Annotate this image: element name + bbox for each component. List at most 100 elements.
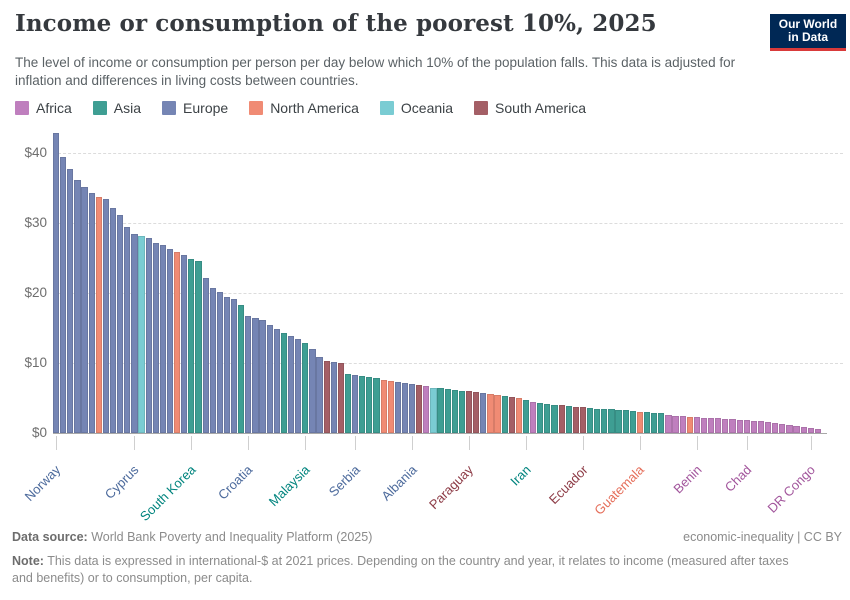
bar-asia-26[interactable] bbox=[238, 304, 245, 433]
bar-europe-48[interactable] bbox=[394, 382, 401, 433]
bar-europe-28[interactable] bbox=[252, 318, 259, 433]
bar-north-america-46[interactable] bbox=[380, 380, 387, 433]
bar-oceania-53[interactable] bbox=[430, 387, 437, 433]
bar-north-america-17[interactable] bbox=[174, 251, 181, 433]
bar-africa-88[interactable] bbox=[679, 415, 686, 433]
bar-europe-31[interactable] bbox=[273, 329, 280, 433]
bar-africa-107[interactable] bbox=[814, 428, 822, 433]
bar-asia-57[interactable] bbox=[458, 390, 466, 433]
bar-asia-69[interactable] bbox=[544, 403, 551, 433]
bar-asia-78[interactable] bbox=[608, 409, 615, 433]
bar-europe-16[interactable] bbox=[166, 248, 174, 433]
x-label-malaysia[interactable]: Malaysia bbox=[265, 462, 313, 510]
bar-africa-92[interactable] bbox=[708, 417, 715, 433]
bar-north-america-82[interactable] bbox=[636, 411, 644, 433]
legend-item-asia[interactable]: Asia bbox=[92, 100, 141, 116]
bar-africa-98[interactable] bbox=[750, 420, 757, 433]
bar-europe-34[interactable] bbox=[295, 339, 302, 433]
bar-europe-10[interactable] bbox=[124, 226, 131, 433]
x-label-croatia[interactable]: Croatia bbox=[215, 462, 256, 503]
bar-south-america-38[interactable] bbox=[323, 360, 330, 433]
bar-africa-100[interactable] bbox=[765, 421, 772, 433]
bar-europe-42[interactable] bbox=[352, 374, 359, 433]
bar-africa-91[interactable] bbox=[700, 417, 708, 433]
bar-asia-80[interactable] bbox=[622, 410, 629, 433]
x-label-albania[interactable]: Albania bbox=[378, 462, 420, 504]
bar-asia-76[interactable] bbox=[594, 408, 601, 433]
bar-asia-83[interactable] bbox=[643, 412, 651, 433]
bar-europe-24[interactable] bbox=[223, 297, 231, 433]
bar-south-america-58[interactable] bbox=[465, 391, 473, 433]
bar-europe-29[interactable] bbox=[259, 320, 266, 433]
x-label-benin[interactable]: Benin bbox=[670, 462, 705, 497]
bar-europe-36[interactable] bbox=[309, 349, 316, 433]
bar-europe-50[interactable] bbox=[409, 384, 416, 433]
bar-europe-49[interactable] bbox=[401, 383, 409, 433]
bar-asia-85[interactable] bbox=[658, 413, 665, 433]
bar-asia-54[interactable] bbox=[437, 388, 444, 433]
bar-asia-45[interactable] bbox=[373, 378, 380, 433]
bar-asia-43[interactable] bbox=[359, 375, 366, 433]
bar-europe-27[interactable] bbox=[245, 316, 252, 433]
bar-south-america-64[interactable] bbox=[508, 396, 515, 433]
bar-asia-68[interactable] bbox=[537, 402, 544, 433]
bar-europe-30[interactable] bbox=[266, 325, 273, 433]
bar-africa-52[interactable] bbox=[423, 386, 430, 433]
legend-item-europe[interactable]: Europe bbox=[162, 100, 228, 116]
bar-north-america-61[interactable] bbox=[487, 393, 494, 433]
bar-africa-106[interactable] bbox=[807, 427, 814, 433]
x-label-paraguay[interactable]: Paraguay bbox=[426, 462, 477, 513]
bar-asia-41[interactable] bbox=[344, 374, 352, 433]
bar-europe-39[interactable] bbox=[330, 361, 337, 433]
bar-africa-95[interactable] bbox=[729, 419, 736, 433]
bar-europe-14[interactable] bbox=[152, 242, 159, 433]
owid-logo[interactable]: Our World in Data bbox=[770, 14, 846, 51]
bar-africa-87[interactable] bbox=[672, 415, 679, 433]
bar-africa-101[interactable] bbox=[772, 422, 779, 433]
bar-europe-1[interactable] bbox=[60, 156, 67, 433]
x-label-serbia[interactable]: Serbia bbox=[325, 462, 363, 500]
bar-south-america-51[interactable] bbox=[416, 385, 423, 433]
bar-europe-60[interactable] bbox=[480, 392, 487, 433]
bar-europe-33[interactable] bbox=[287, 336, 295, 433]
bar-europe-4[interactable] bbox=[81, 186, 88, 433]
bar-south-america-59[interactable] bbox=[473, 392, 480, 433]
legend-item-africa[interactable]: Africa bbox=[15, 100, 72, 116]
x-label-guatemala[interactable]: Guatemala bbox=[591, 462, 648, 518]
bar-asia-35[interactable] bbox=[302, 342, 309, 433]
rights-text[interactable]: economic-inequality | CC BY bbox=[683, 530, 842, 544]
x-label-chad[interactable]: Chad bbox=[721, 462, 755, 495]
bar-africa-93[interactable] bbox=[715, 418, 722, 433]
bar-europe-7[interactable] bbox=[102, 199, 110, 433]
bar-europe-2[interactable] bbox=[67, 169, 74, 433]
bar-europe-0[interactable] bbox=[53, 133, 60, 433]
bar-europe-15[interactable] bbox=[159, 245, 166, 433]
bar-africa-96[interactable] bbox=[736, 419, 743, 433]
bar-africa-94[interactable] bbox=[722, 418, 729, 433]
x-label-cyprus[interactable]: Cyprus bbox=[101, 462, 142, 502]
bar-asia-79[interactable] bbox=[615, 409, 622, 433]
bar-africa-103[interactable] bbox=[786, 424, 793, 433]
x-label-norway[interactable]: Norway bbox=[21, 462, 64, 504]
bar-asia-44[interactable] bbox=[366, 377, 373, 433]
bar-north-america-62[interactable] bbox=[494, 394, 501, 433]
bar-africa-97[interactable] bbox=[743, 420, 750, 433]
bar-asia-81[interactable] bbox=[629, 410, 636, 433]
x-label-dr-congo[interactable]: DR Congo bbox=[764, 462, 819, 516]
bar-africa-99[interactable] bbox=[757, 421, 765, 433]
bar-north-america-89[interactable] bbox=[686, 416, 693, 433]
bar-europe-5[interactable] bbox=[88, 192, 95, 433]
bar-africa-67[interactable] bbox=[530, 401, 537, 433]
bar-africa-104[interactable] bbox=[793, 425, 800, 433]
bar-south-america-40[interactable] bbox=[337, 362, 344, 433]
bar-asia-20[interactable] bbox=[195, 260, 202, 433]
bar-asia-77[interactable] bbox=[601, 408, 608, 433]
bar-europe-18[interactable] bbox=[181, 255, 188, 433]
bar-asia-63[interactable] bbox=[501, 395, 508, 433]
legend-item-north-america[interactable]: North America bbox=[249, 100, 359, 116]
bar-asia-84[interactable] bbox=[651, 412, 658, 433]
legend-item-south-america[interactable]: South America bbox=[474, 100, 586, 116]
bar-asia-75[interactable] bbox=[587, 408, 594, 433]
bar-north-america-65[interactable] bbox=[515, 398, 522, 433]
bar-europe-21[interactable] bbox=[202, 278, 209, 433]
